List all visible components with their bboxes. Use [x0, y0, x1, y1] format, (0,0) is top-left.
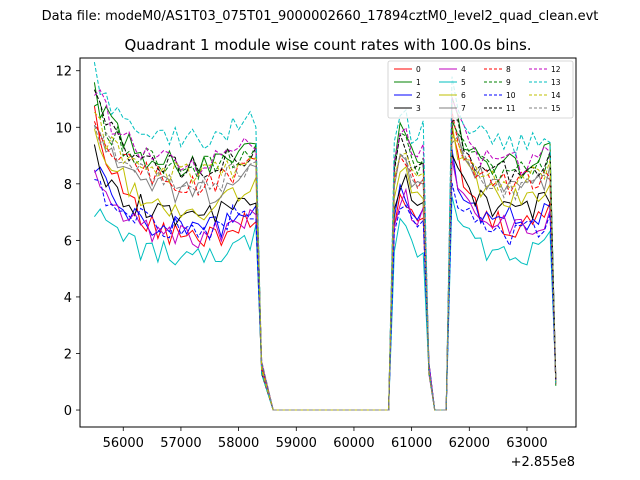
legend-label-12: 12 [551, 65, 561, 74]
legend-label-10: 10 [506, 91, 516, 100]
chart-suptitle: Data file: modeM0/AS1T03_075T01_90000026… [42, 9, 599, 24]
x-tick-label: 62000 [449, 436, 490, 451]
x-axis-offset-label: +2.855e8 [511, 455, 575, 470]
y-tick-label: 10 [55, 121, 72, 136]
series-layer [93, 62, 557, 411]
y-tick-label: 2 [64, 347, 72, 362]
legend-label-9: 9 [506, 78, 511, 87]
legend-frame [387, 60, 574, 119]
y-axis: 0 2 4 6 8 10 12 [55, 65, 80, 419]
y-tick-label: 12 [55, 65, 72, 80]
legend-label-5: 5 [461, 78, 466, 87]
x-tick-label: 57000 [160, 436, 201, 451]
legend-label-2: 2 [416, 91, 421, 100]
legend-label-11: 11 [506, 104, 516, 113]
x-tick-label: 59000 [276, 436, 317, 451]
y-tick-label: 0 [64, 404, 72, 419]
x-tick-label: 56000 [103, 436, 144, 451]
x-axis: 56000 57000 58000 59000 60000 61000 62000 63000 [103, 427, 548, 451]
x-tick-label: 61000 [391, 436, 432, 451]
legend-label-13: 13 [551, 78, 561, 87]
chart-title: Quadrant 1 module wise count rates with … [124, 36, 531, 54]
y-tick-label: 6 [64, 234, 72, 249]
x-tick-label: 60000 [333, 436, 374, 451]
series-line-15 [93, 125, 557, 411]
plot-frame [79, 57, 577, 428]
legend-label-7: 7 [461, 104, 466, 113]
series-line-13 [93, 62, 557, 411]
legend-label-15: 15 [551, 104, 561, 113]
plot-background [80, 58, 576, 427]
legend-label-6: 6 [461, 91, 466, 100]
legend-label-0: 0 [416, 65, 421, 74]
series-line-14 [94, 111, 557, 411]
legend-label-1: 1 [416, 78, 421, 87]
legend-label-4: 4 [461, 65, 466, 74]
plot-area: 56000 57000 58000 59000 60000 61000 62000 63000… [55, 57, 577, 470]
legend-label-8: 8 [506, 65, 511, 74]
x-tick-label: 58000 [218, 436, 259, 451]
legend-label-14: 14 [551, 91, 561, 100]
y-tick-label: 4 [64, 291, 72, 306]
legend-label-3: 3 [416, 104, 421, 113]
y-tick-label: 8 [64, 178, 72, 193]
x-tick-label: 63000 [506, 436, 547, 451]
